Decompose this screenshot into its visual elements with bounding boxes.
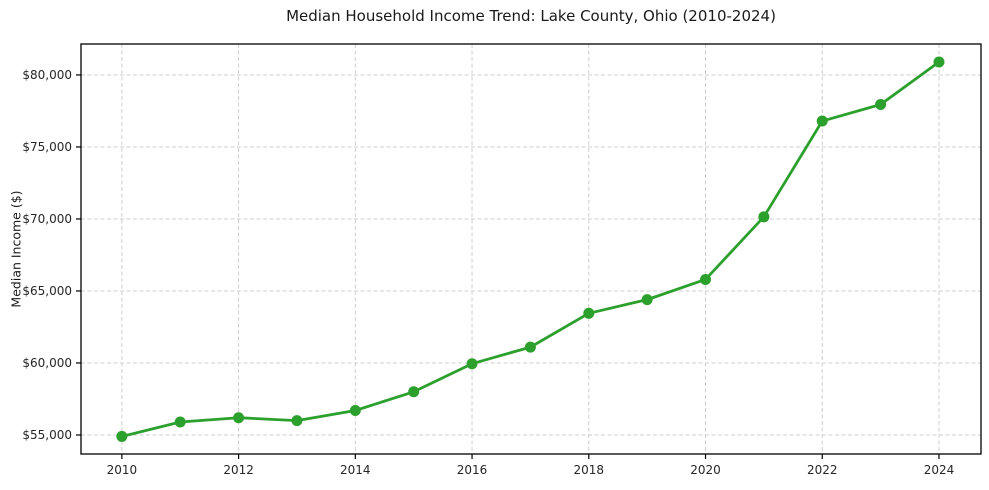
trend-line: [120, 60, 941, 438]
data-point: [408, 386, 420, 398]
data-point: [524, 341, 536, 353]
plot-border: [80, 43, 982, 455]
x-tick-label: 2018: [574, 463, 605, 477]
chart-title: Median Household Income Trend: Lake Coun…: [286, 7, 776, 25]
data-point: [174, 416, 186, 428]
y-tick-label: $60,000: [22, 356, 72, 370]
x-tick-label: 2020: [690, 463, 721, 477]
y-tick-label: $70,000: [22, 212, 72, 226]
y-tick-label: $65,000: [22, 284, 72, 298]
x-tick-label: 2010: [107, 463, 138, 477]
data-point: [758, 211, 770, 223]
x-tick-label: 2014: [340, 463, 371, 477]
data-point: [466, 358, 478, 370]
y-tick-label: $55,000: [22, 428, 72, 442]
data-point: [641, 294, 653, 306]
data-point: [583, 307, 595, 319]
data-point: [116, 430, 128, 442]
data-point: [700, 273, 712, 285]
x-tick-label: 2024: [924, 463, 955, 477]
data-point: [875, 98, 887, 110]
data-point: [291, 415, 303, 427]
x-tick-label: 2012: [223, 463, 254, 477]
y-tick-label: $75,000: [22, 140, 72, 154]
data-point: [233, 412, 245, 424]
x-tick-label: 2016: [457, 463, 488, 477]
x-tick-label: 2022: [807, 463, 838, 477]
data-point: [933, 56, 945, 68]
data-point: [349, 405, 361, 417]
y-tick-label: $80,000: [22, 68, 72, 82]
data-point: [816, 115, 828, 127]
